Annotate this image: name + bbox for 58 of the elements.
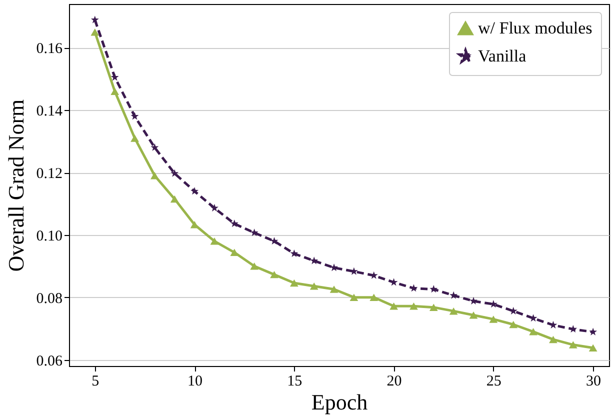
- point: [489, 316, 498, 323]
- point: [589, 328, 598, 336]
- point: [588, 344, 598, 352]
- point: [150, 143, 159, 151]
- point: [170, 169, 179, 177]
- point: [110, 73, 119, 81]
- point: [430, 285, 438, 293]
- point: [549, 336, 558, 344]
- point: [310, 256, 318, 264]
- y-tick-label: 0.10: [36, 228, 62, 244]
- point: [568, 341, 578, 348]
- point: [210, 238, 219, 245]
- x-tick-label: 5: [92, 374, 100, 390]
- point: [410, 284, 418, 292]
- y-tick-label: 0.16: [36, 41, 63, 58]
- x-tick-label: 15: [287, 374, 302, 390]
- point: [150, 172, 159, 180]
- point: [210, 204, 218, 212]
- x-tick-label: 30: [586, 374, 602, 390]
- point: [250, 228, 258, 236]
- y-tick-label: 0.12: [36, 166, 62, 182]
- point: [509, 320, 518, 328]
- legend-label: Vanilla: [478, 46, 527, 66]
- point: [449, 307, 458, 315]
- point: [429, 304, 438, 311]
- point: [370, 294, 378, 301]
- point: [469, 312, 478, 319]
- x-axis-title: Epoch: [311, 390, 368, 414]
- legend-label: w/ Flux modules: [478, 18, 592, 38]
- point: [270, 270, 278, 278]
- point: [230, 220, 238, 228]
- y-tick-label: 0.14: [36, 104, 63, 120]
- point: [290, 279, 298, 287]
- point: [529, 328, 538, 336]
- y-axis-title: Overall Grad Norm: [3, 99, 28, 272]
- point: [270, 236, 278, 245]
- y-tick-label: 0.06: [36, 353, 63, 370]
- point: [110, 88, 120, 95]
- point: [170, 195, 179, 203]
- point: [250, 262, 258, 270]
- point: [470, 296, 478, 304]
- x-tick-label: 10: [188, 374, 203, 390]
- point: [410, 302, 418, 310]
- x-tick-label: 25: [486, 374, 502, 390]
- point: [390, 302, 398, 310]
- point: [90, 28, 100, 36]
- point: [130, 112, 139, 120]
- point: [330, 264, 338, 272]
- y-tick-label: 0.08: [36, 290, 62, 307]
- point: [90, 16, 99, 24]
- point: [330, 286, 338, 293]
- point: [310, 282, 318, 290]
- point: [130, 134, 139, 142]
- point: [190, 187, 199, 195]
- point: [290, 249, 298, 258]
- x-tick-label: 20: [386, 374, 402, 390]
- point: [450, 291, 458, 299]
- point: [350, 294, 358, 301]
